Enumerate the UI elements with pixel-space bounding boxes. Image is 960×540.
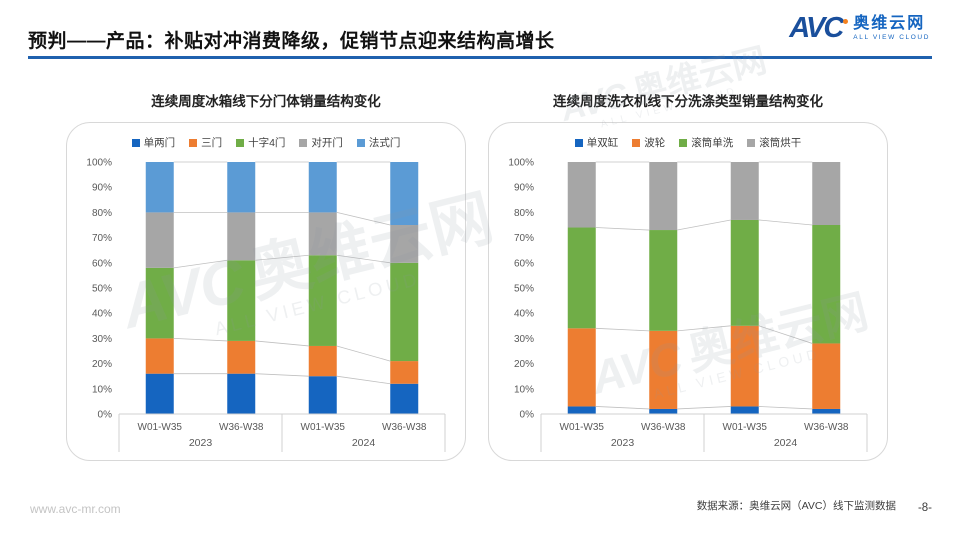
chart-plot: 100% 90% 80% 70% 60% 50% 40% 30% 20% 10% 0% W01-W35… (75, 152, 457, 456)
chart-canvas: 100% 90% 80% 70% 60% 50% 40% 30% 20% 10% 0% W01-W35… (508, 158, 868, 452)
legend-swatch (236, 138, 245, 147)
avc-logo-wordmark: 奥维云网 ALL VIEW CLOUD (853, 15, 930, 42)
legend-label: 对开门 (311, 137, 343, 149)
svg-text:30%: 30% (514, 334, 534, 345)
title-divider (28, 56, 932, 59)
svg-text:10%: 10% (514, 384, 534, 395)
legend-item: 三门 (189, 135, 222, 150)
chart-washing-machine: 连续周度洗衣机线下分洗涤类型销量结构变化 单双缸 波轮 滚筒单洗 滚筒烘干 100% 9… (488, 90, 888, 461)
svg-text:W36-W38: W36-W38 (804, 422, 849, 433)
svg-text:2024: 2024 (774, 437, 798, 449)
chart-panel: 单双缸 波轮 滚筒单洗 滚筒烘干 100% 90% 80% 70% 60% 50% 40% 30% 2… (488, 122, 888, 461)
svg-text:2023: 2023 (611, 437, 635, 449)
legend-item: 对开门 (299, 135, 343, 150)
svg-text:0%: 0% (520, 410, 535, 421)
chart-legend: 单两门 三门 十字4门 对开门 法式门 (75, 135, 457, 150)
legend-swatch (299, 138, 308, 147)
legend-label: 十字4门 (248, 137, 286, 149)
chart-plot: 100% 90% 80% 70% 60% 50% 40% 30% 20% 10% 0% W01-W35… (497, 152, 879, 456)
legend-label: 滚筒烘干 (759, 137, 802, 149)
svg-text:W01-W35: W01-W35 (560, 422, 605, 433)
legend-item: 单两门 (131, 135, 176, 150)
chart-refrigerator: 连续周度冰箱线下分门体销量结构变化 单两门 三门 十字4门 对开门 法式门 100% 90… (66, 90, 466, 461)
legend-swatch (632, 138, 641, 147)
legend-item: 滚筒单洗 (679, 135, 733, 150)
svg-text:W36-W38: W36-W38 (641, 422, 686, 433)
svg-text:100%: 100% (86, 158, 112, 169)
svg-text:W01-W35: W01-W35 (301, 422, 346, 433)
legend-swatch (747, 138, 756, 147)
svg-text:20%: 20% (514, 359, 534, 370)
svg-text:40%: 40% (514, 309, 534, 320)
legend-swatch (131, 138, 140, 147)
page-title: 预判——产品：补贴对冲消费降级，促销节点迎来结构高增长 (28, 31, 555, 52)
avc-logo-cn: 奥维云网 (853, 15, 926, 32)
svg-text:2024: 2024 (352, 437, 376, 449)
legend-label: 单两门 (143, 137, 176, 149)
svg-text:30%: 30% (92, 334, 112, 345)
svg-text:80%: 80% (92, 208, 112, 219)
legend-label: 滚筒单洗 (691, 137, 734, 149)
svg-text:70%: 70% (92, 233, 112, 244)
legend-label: 法式门 (368, 137, 401, 149)
svg-text:W01-W35: W01-W35 (138, 422, 183, 433)
chart-canvas: 100% 90% 80% 70% 60% 50% 40% 30% 20% 10% 0% W01-W35… (86, 158, 446, 452)
svg-text:100%: 100% (508, 158, 534, 169)
footer-website: www.avc-mr.com (30, 502, 121, 516)
svg-text:50%: 50% (514, 284, 534, 295)
svg-text:2023: 2023 (189, 437, 213, 449)
chart-legend: 单双缸 波轮 滚筒单洗 滚筒烘干 (497, 135, 879, 150)
svg-text:60%: 60% (92, 258, 112, 269)
legend-label: 三门 (201, 137, 223, 149)
svg-text:90%: 90% (514, 183, 534, 194)
chart-title: 连续周度冰箱线下分门体销量结构变化 (151, 94, 381, 109)
charts-area: 连续周度冰箱线下分门体销量结构变化 单两门 三门 十字4门 对开门 法式门 100% 90… (66, 90, 888, 461)
svg-text:60%: 60% (514, 258, 534, 269)
legend-label: 波轮 (644, 137, 666, 149)
legend-item: 十字4门 (236, 135, 285, 150)
legend-label: 单双缸 (586, 137, 619, 149)
svg-text:70%: 70% (514, 233, 534, 244)
legend-item: 滚筒烘干 (747, 135, 801, 150)
svg-text:0%: 0% (98, 410, 113, 421)
svg-text:10%: 10% (92, 384, 112, 395)
svg-text:W36-W38: W36-W38 (219, 422, 264, 433)
svg-text:20%: 20% (92, 359, 112, 370)
svg-text:W01-W35: W01-W35 (723, 422, 768, 433)
legend-item: 单双缸 (574, 135, 619, 150)
legend-swatch (679, 138, 688, 147)
svg-text:40%: 40% (92, 309, 112, 320)
avc-logo: AVC 奥维云网 ALL VIEW CLOUD (789, 12, 930, 45)
chart-title: 连续周度洗衣机线下分洗涤类型销量结构变化 (553, 94, 823, 109)
avc-logo-text: AVC (789, 12, 844, 44)
svg-text:80%: 80% (514, 208, 534, 219)
legend-swatch (189, 138, 198, 147)
chart-panel: 单两门 三门 十字4门 对开门 法式门 100% 90% 80% 70% 60% 50% 40% 30… (66, 122, 466, 461)
legend-swatch (574, 138, 583, 147)
legend-swatch (356, 138, 365, 147)
svg-text:90%: 90% (92, 183, 112, 194)
legend-item: 波轮 (632, 135, 665, 150)
avc-logo-tagline: ALL VIEW CLOUD (853, 34, 930, 41)
avc-logo-dot-icon (843, 19, 849, 24)
svg-text:W36-W38: W36-W38 (382, 422, 427, 433)
footer-data-source: 数据来源：奥维云网（AVC）线下监测数据 (696, 500, 896, 512)
svg-text:50%: 50% (92, 284, 112, 295)
legend-item: 法式门 (356, 135, 401, 150)
page-number: -8- (917, 502, 932, 514)
